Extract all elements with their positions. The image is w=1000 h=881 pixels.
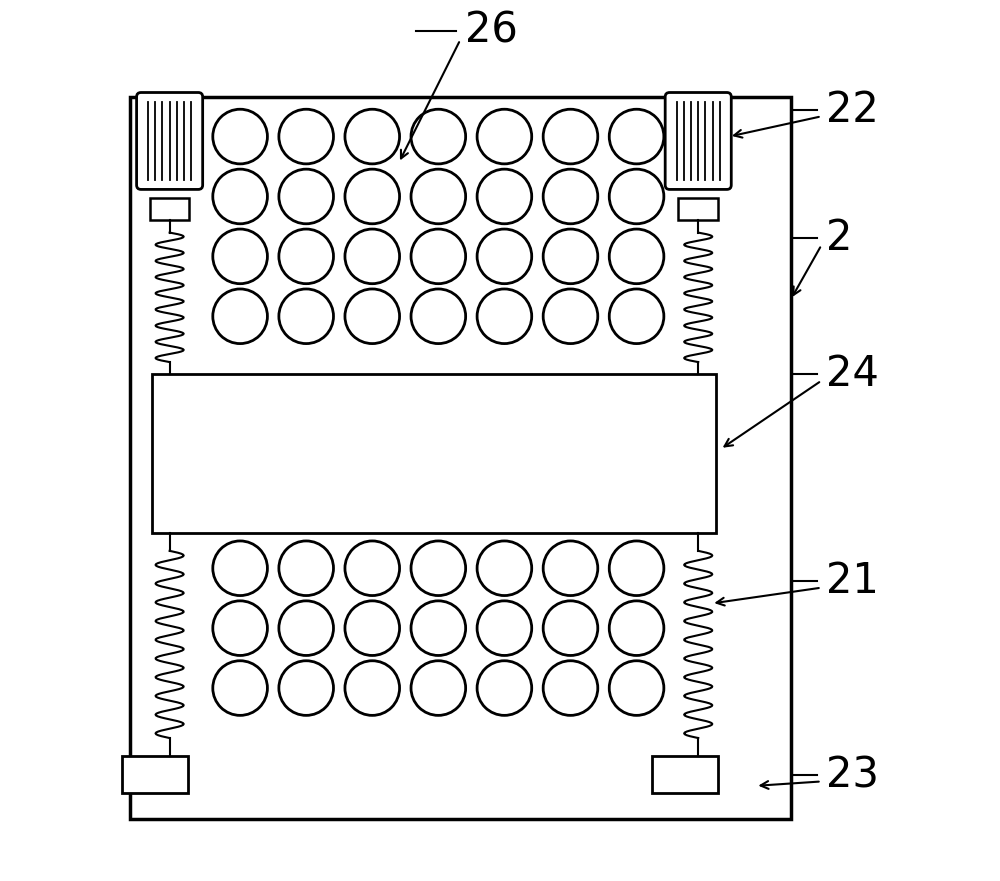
Text: 26: 26 — [465, 10, 518, 52]
Bar — [652, 756, 718, 793]
Circle shape — [609, 109, 664, 164]
Circle shape — [543, 109, 598, 164]
Circle shape — [345, 541, 400, 596]
Circle shape — [345, 169, 400, 224]
Circle shape — [609, 661, 664, 715]
Circle shape — [279, 229, 333, 284]
Circle shape — [279, 169, 333, 224]
Circle shape — [411, 661, 466, 715]
Circle shape — [543, 601, 598, 655]
Bar — [152, 374, 716, 533]
Circle shape — [543, 229, 598, 284]
Circle shape — [345, 601, 400, 655]
Bar — [130, 97, 791, 819]
Circle shape — [279, 541, 333, 596]
Bar — [150, 198, 189, 220]
Circle shape — [345, 661, 400, 715]
Circle shape — [543, 541, 598, 596]
Circle shape — [213, 169, 267, 224]
Circle shape — [411, 541, 466, 596]
Circle shape — [477, 661, 532, 715]
Bar — [122, 756, 188, 793]
Bar — [678, 198, 718, 220]
Circle shape — [477, 229, 532, 284]
Circle shape — [609, 229, 664, 284]
Text: 22: 22 — [826, 89, 879, 131]
Circle shape — [411, 601, 466, 655]
Circle shape — [609, 541, 664, 596]
Circle shape — [609, 169, 664, 224]
Text: 24: 24 — [826, 353, 879, 396]
FancyBboxPatch shape — [665, 93, 731, 189]
Circle shape — [213, 289, 267, 344]
Circle shape — [609, 289, 664, 344]
FancyBboxPatch shape — [137, 93, 203, 189]
Circle shape — [213, 541, 267, 596]
Circle shape — [411, 229, 466, 284]
Circle shape — [213, 229, 267, 284]
Circle shape — [543, 169, 598, 224]
Circle shape — [609, 601, 664, 655]
Circle shape — [477, 601, 532, 655]
Text: 21: 21 — [826, 560, 879, 603]
Circle shape — [411, 109, 466, 164]
Circle shape — [345, 229, 400, 284]
Circle shape — [213, 109, 267, 164]
Circle shape — [279, 289, 333, 344]
Circle shape — [477, 169, 532, 224]
Circle shape — [477, 289, 532, 344]
Text: 23: 23 — [826, 754, 879, 796]
Circle shape — [345, 289, 400, 344]
Circle shape — [477, 109, 532, 164]
Circle shape — [213, 601, 267, 655]
Circle shape — [543, 289, 598, 344]
Circle shape — [279, 109, 333, 164]
Circle shape — [213, 661, 267, 715]
Text: 2: 2 — [826, 217, 852, 259]
Circle shape — [543, 661, 598, 715]
Circle shape — [345, 109, 400, 164]
Circle shape — [279, 661, 333, 715]
Circle shape — [411, 169, 466, 224]
Circle shape — [411, 289, 466, 344]
Circle shape — [279, 601, 333, 655]
Circle shape — [477, 541, 532, 596]
